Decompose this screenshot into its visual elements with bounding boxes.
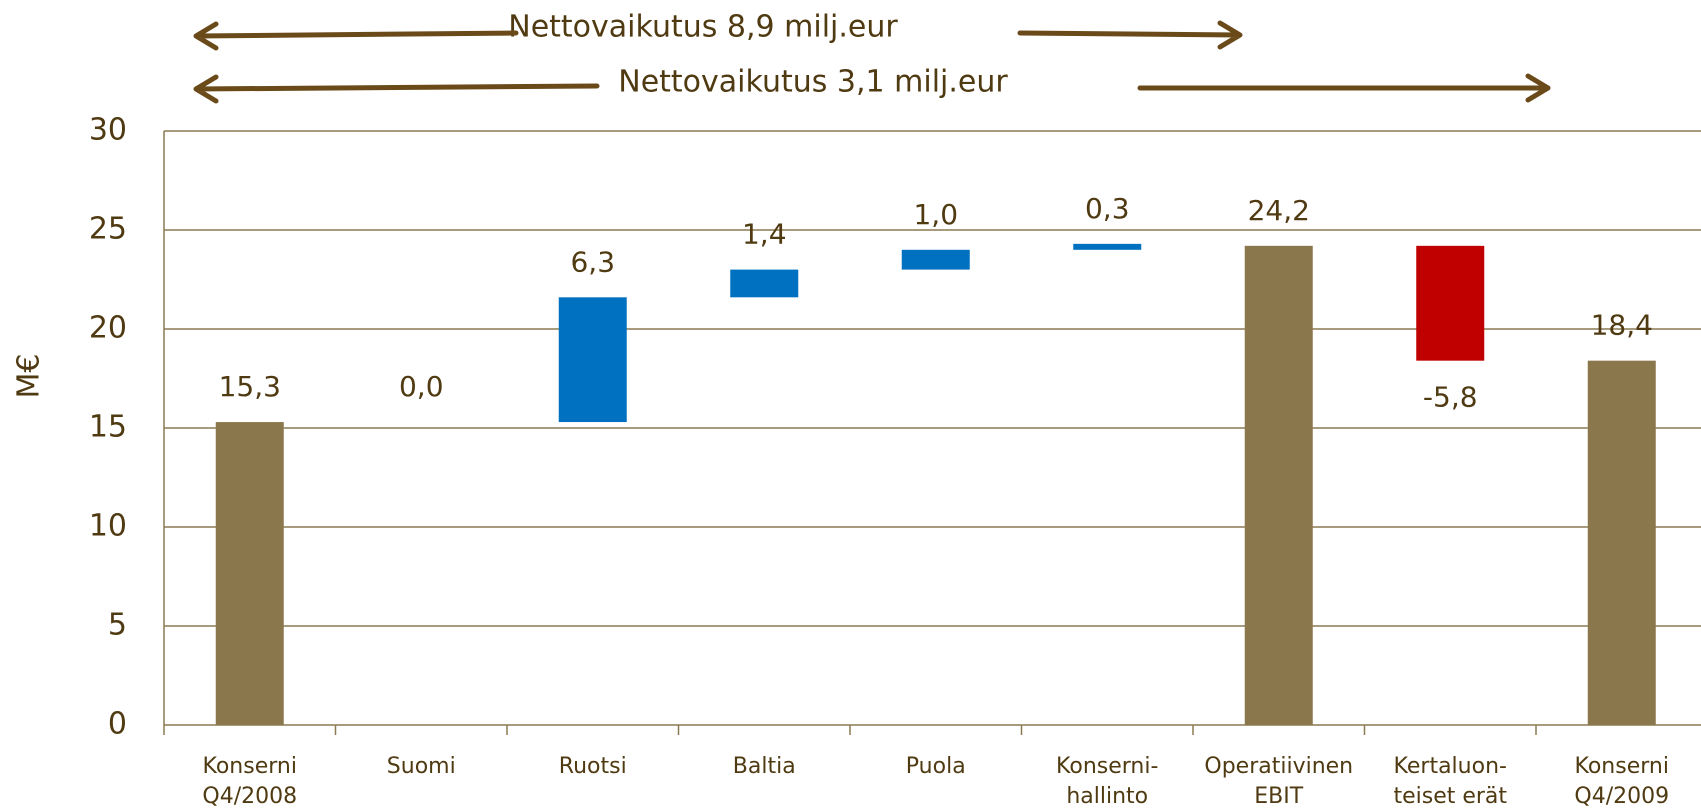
annotation: Nettovaikutus 3,1 milj.eur: [618, 65, 1008, 100]
y-tick-label: 25: [89, 212, 127, 247]
x-tick-label: Konserni-: [1056, 754, 1158, 779]
x-tick-label: Konserni: [1575, 754, 1669, 779]
value-label: 0,0: [399, 370, 444, 403]
annotation: Nettovaikutus 8,9 milj.eur: [508, 10, 898, 45]
bar: [901, 249, 970, 270]
x-tick-label: Q4/2009: [1574, 784, 1669, 809]
x-tick-label: EBIT: [1254, 784, 1303, 809]
value-label: 24,2: [1248, 194, 1310, 227]
x-tick-label: Konserni: [203, 754, 297, 779]
y-tick-label: 15: [89, 410, 127, 445]
arrow: [193, 74, 600, 104]
y-tick-label: 0: [108, 707, 127, 742]
bar: [215, 422, 284, 725]
arrow: [193, 21, 519, 51]
arrows: [193, 20, 1551, 104]
value-label: -5,8: [1423, 381, 1478, 414]
bar: [1244, 245, 1313, 725]
arrow: [1137, 73, 1551, 103]
y-tick-label: 5: [108, 608, 127, 643]
value-label: 18,4: [1591, 309, 1653, 342]
value-label: 6,3: [570, 245, 615, 278]
x-tick-label: Puola: [906, 754, 966, 779]
x-tick-label: Operatiivinen: [1204, 754, 1353, 779]
x-tick-label: Baltia: [733, 754, 796, 779]
y-tick-label: 30: [89, 113, 127, 148]
x-tick-label: Suomi: [387, 754, 456, 779]
bar: [1073, 243, 1142, 250]
x-tick-label: Kertaluon-: [1394, 754, 1507, 779]
x-tick-label: Ruotsi: [559, 754, 627, 779]
x-tick-label: hallinto: [1066, 784, 1148, 809]
value-label: 1,0: [913, 198, 958, 231]
bar: [558, 297, 627, 423]
value-label: 0,3: [1085, 192, 1130, 225]
x-tick-label: Q4/2008: [202, 784, 297, 809]
y-tick-label: 10: [89, 509, 127, 544]
y-axis-label: M€: [12, 354, 47, 399]
bar: [1416, 245, 1485, 361]
value-label: 1,4: [742, 218, 787, 251]
arrow: [1017, 20, 1243, 50]
bar: [1587, 360, 1656, 725]
value-label: 15,3: [219, 370, 281, 403]
y-tick-label: 20: [89, 311, 127, 346]
bar: [730, 269, 799, 298]
x-tick-label: teiset erät: [1393, 784, 1507, 809]
